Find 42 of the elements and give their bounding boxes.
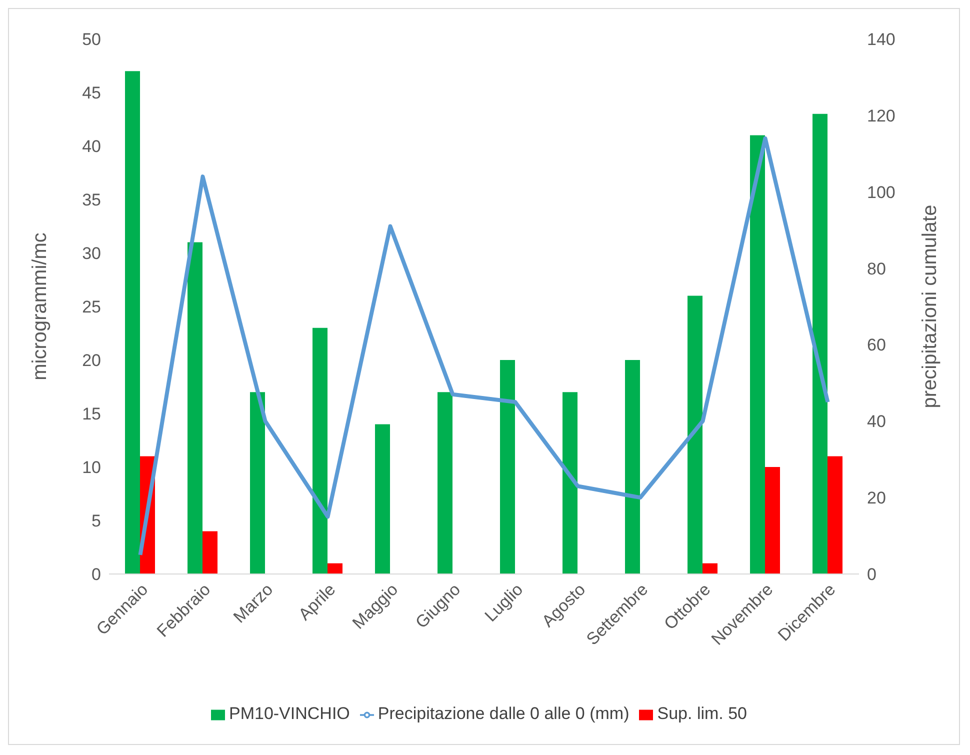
bar: [765, 467, 780, 574]
bar: [625, 360, 640, 574]
bar: [312, 328, 328, 574]
legend-label: Sup. lim. 50: [657, 704, 748, 723]
line-series: [138, 136, 830, 557]
bar: [438, 392, 452, 574]
y2-tick-label: 100: [867, 182, 896, 202]
y2-axis-title: precipitazioni cumulate: [919, 204, 942, 408]
bar: [702, 563, 718, 574]
y-tick-label: 20: [82, 351, 101, 370]
y2-tick-label: 20: [867, 488, 886, 508]
y-tick-label: 45: [82, 84, 101, 103]
y2-tick-label: 40: [867, 412, 886, 432]
y-axis-title: microgrammi/mc: [29, 232, 52, 380]
bar: [202, 531, 218, 574]
y-tick-label: 15: [82, 404, 101, 424]
y2-tick-label: 80: [867, 259, 886, 278]
bar: [375, 424, 390, 574]
legend-label: Precipitazione dalle 0 alle 0 (mm): [378, 704, 630, 723]
bar: [688, 296, 702, 574]
bar: [812, 114, 828, 574]
bar: [562, 392, 578, 574]
y-tick-label: 10: [82, 458, 101, 478]
y-tick-label: 5: [92, 512, 101, 531]
legend-label: PM10-VINCHIO: [228, 704, 350, 723]
bar: [188, 242, 202, 574]
y-tick-label: 35: [82, 190, 101, 210]
y-tick-label: 40: [82, 137, 101, 156]
y2-tick-label: 60: [867, 336, 886, 355]
y-tick-label: 50: [82, 30, 101, 50]
bar: [500, 360, 515, 574]
y-tick-label: 25: [82, 298, 101, 317]
y-tick-label: 30: [82, 244, 101, 264]
bar: [828, 456, 842, 574]
y-tick-label: 0: [92, 565, 101, 584]
y2-tick-label: 140: [867, 30, 896, 50]
bar: [250, 392, 265, 574]
bar: [328, 563, 342, 574]
bar: [125, 71, 140, 574]
bar: [750, 135, 765, 574]
y2-tick-label: 120: [867, 106, 896, 126]
y2-tick-label: 0: [867, 565, 876, 584]
